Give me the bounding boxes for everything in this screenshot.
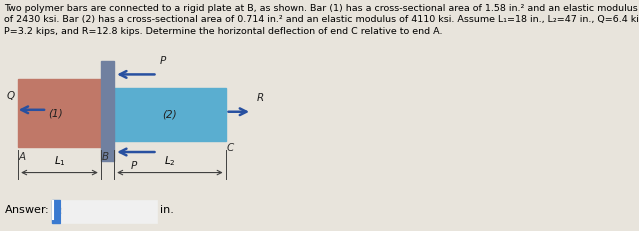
Text: C: C [227, 143, 235, 153]
Text: (2): (2) [162, 109, 176, 119]
Text: Two polymer bars are connected to a rigid plate at B, as shown. Bar (1) has a cr: Two polymer bars are connected to a rigi… [4, 4, 639, 36]
Bar [61, 200, 157, 223]
Text: $L_1$: $L_1$ [54, 154, 65, 168]
Bar [18, 79, 102, 147]
Text: R: R [257, 93, 264, 103]
Text: P: P [130, 161, 137, 171]
Text: in.: in. [160, 205, 174, 215]
Text: Answer: $u_{CA}$ =: Answer: $u_{CA}$ = [4, 203, 84, 217]
Text: P: P [160, 56, 166, 67]
Bar [112, 88, 226, 141]
Text: A: A [18, 152, 26, 162]
Text: $L_2$: $L_2$ [164, 154, 176, 168]
Text: B: B [102, 152, 109, 162]
Text: (1): (1) [49, 108, 63, 118]
Text: Q: Q [7, 91, 15, 101]
Bar [101, 61, 114, 161]
Bar [52, 200, 61, 223]
